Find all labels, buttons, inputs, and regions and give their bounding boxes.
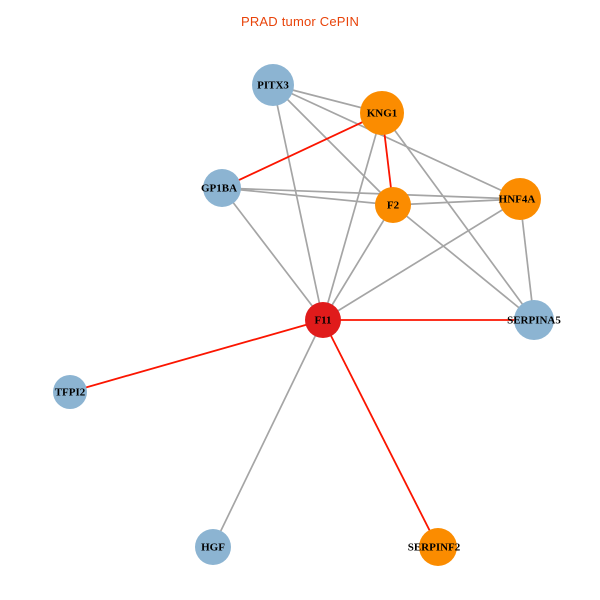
- edge-f11-hgf[interactable]: [212, 319, 324, 548]
- node-label-hnf4a: HNF4A: [499, 194, 536, 206]
- edge-f11-tfpi2[interactable]: [69, 319, 324, 393]
- node-circle-f2[interactable]: [375, 187, 411, 223]
- node-serpinf2[interactable]: SERPINF2: [408, 528, 461, 566]
- node-hgf[interactable]: HGF: [195, 529, 231, 565]
- node-circle-hgf[interactable]: [195, 529, 231, 565]
- node-label-tfpi2: TFPI2: [55, 387, 86, 399]
- node-circle-f11[interactable]: [305, 302, 341, 338]
- node-circle-kng1[interactable]: [360, 91, 404, 135]
- edge-gp1ba-f2[interactable]: [221, 187, 394, 206]
- edge-layer: [69, 84, 535, 548]
- edge-gp1ba-kng1[interactable]: [221, 112, 383, 189]
- node-circle-tfpi2[interactable]: [53, 375, 87, 409]
- edge-f2-serpina5[interactable]: [392, 204, 535, 321]
- node-hnf4a[interactable]: HNF4A: [499, 178, 541, 220]
- node-label-f2: F2: [387, 200, 400, 212]
- edge-pitx3-f11[interactable]: [272, 84, 324, 321]
- edge-kng1-serpina5[interactable]: [381, 112, 535, 321]
- node-f2[interactable]: F2: [375, 187, 411, 223]
- node-pitx3[interactable]: PITX3: [252, 64, 294, 106]
- edge-kng1-f11[interactable]: [322, 112, 383, 321]
- node-layer: PITX3 KNG1 GP1BA F2 HNF4A F11 SERPINA5 TFPI2 HGF…: [53, 64, 561, 566]
- edge-pitx3-f2[interactable]: [272, 84, 394, 206]
- node-kng1[interactable]: KNG1: [360, 91, 404, 135]
- node-label-pitx3: PITX3: [257, 80, 289, 92]
- edge-gp1ba-f11[interactable]: [221, 187, 324, 321]
- node-circle-hnf4a[interactable]: [499, 178, 541, 220]
- edge-hnf4a-f11[interactable]: [322, 198, 521, 321]
- node-label-serpina5: SERPINA5: [507, 315, 561, 327]
- edge-pitx3-hnf4a[interactable]: [272, 84, 521, 200]
- edge-f2-hnf4a[interactable]: [392, 198, 521, 206]
- node-gp1ba[interactable]: GP1BA: [201, 169, 241, 207]
- node-label-f11: F11: [314, 315, 331, 327]
- edge-f2-f11[interactable]: [322, 204, 394, 321]
- node-serpina5[interactable]: SERPINA5: [507, 300, 561, 340]
- node-circle-serpinf2[interactable]: [419, 528, 457, 566]
- node-circle-gp1ba[interactable]: [203, 169, 241, 207]
- node-tfpi2[interactable]: TFPI2: [53, 375, 87, 409]
- edge-f11-serpinf2[interactable]: [322, 319, 439, 548]
- edge-gp1ba-hnf4a[interactable]: [221, 187, 521, 200]
- page-title: PRAD tumor CePIN: [240, 14, 360, 29]
- node-circle-serpina5[interactable]: [514, 300, 554, 340]
- node-label-serpinf2: SERPINF2: [408, 542, 461, 554]
- node-circle-pitx3[interactable]: [252, 64, 294, 106]
- node-label-gp1ba: GP1BA: [201, 183, 237, 195]
- node-f11[interactable]: F11: [305, 302, 341, 338]
- node-label-hgf: HGF: [201, 542, 225, 554]
- node-label-kng1: KNG1: [367, 108, 398, 120]
